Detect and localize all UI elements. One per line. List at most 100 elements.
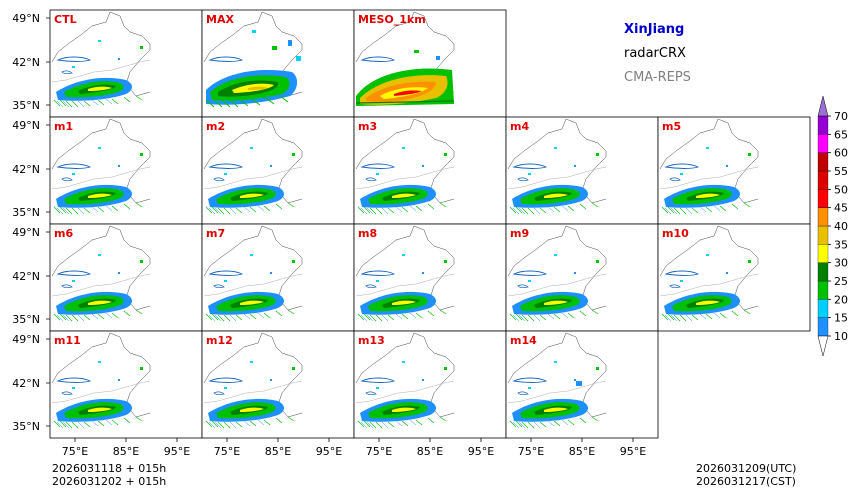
colorbar-bin	[817, 299, 829, 318]
panel-label-m9: m9	[510, 227, 529, 240]
lat-tick: 49°N	[12, 12, 40, 25]
lat-tick: 35°N	[12, 206, 40, 219]
panel-m9: m9	[505, 223, 659, 332]
colorbar-bin	[817, 317, 829, 337]
colorbar-tick-label: 60	[834, 147, 848, 160]
colorbar-bin	[817, 170, 829, 190]
init-time-block: 2026031118 + 015h 2026031202 + 015h	[52, 462, 166, 488]
panel-label-m11: m11	[54, 334, 81, 347]
lat-ticks-row3: 49°N 42°N 35°N	[12, 333, 50, 433]
panel-label-m1: m1	[54, 120, 73, 133]
panel-ctl: CTL	[49, 9, 203, 118]
lon-ticks-col1: 75°E 85°E 95°E	[214, 438, 342, 458]
panel-m10: m10	[657, 223, 811, 332]
lat-ticks-row2: 49°N 42°N 35°N	[12, 226, 50, 326]
lat-ticks-row1: 49°N 42°N 35°N	[12, 119, 50, 219]
lat-tick: 42°N	[12, 270, 40, 283]
panel-m3: m3	[353, 116, 507, 225]
colorbar-under-extension	[817, 335, 829, 357]
lon-ticks-col3: 75°E 85°E 95°E	[518, 438, 646, 458]
panel-label-m6: m6	[54, 227, 73, 240]
lon-tick: 85°E	[265, 445, 291, 458]
lon-tick: 75°E	[214, 445, 240, 458]
colorbar-tick-label: 70	[834, 110, 848, 123]
panel-m14: m14	[505, 330, 659, 439]
lat-ticks-row0: 49°N 42°N 35°N	[12, 12, 50, 112]
valid-time-block: 2026031209(UTC) 2026031217(CST)	[696, 462, 796, 488]
init-time-cst: 2026031202 + 015h	[52, 475, 167, 488]
colorbar-tick-label: 10	[834, 330, 848, 343]
lon-ticks-col0: 75°E 85°E 95°E	[62, 438, 190, 458]
colorbar-bin	[817, 262, 829, 282]
colorbar-tick-label: 55	[834, 165, 848, 178]
colorbar-tick-label: 30	[834, 257, 848, 270]
lat-tick: 35°N	[12, 313, 40, 326]
colorbar-tick-label: 45	[834, 202, 848, 215]
colorbar-bin	[817, 189, 829, 208]
colorbar-bin	[817, 280, 829, 300]
panel-m4: m4	[505, 116, 659, 225]
lon-tick: 85°E	[113, 445, 139, 458]
colorbar-tick-label: 50	[834, 183, 848, 196]
colorbar-tick-label: 40	[834, 220, 848, 233]
init-time-utc: 2026031118 + 015h	[52, 462, 167, 475]
colorbar-tick-label: 65	[834, 128, 848, 141]
lon-tick: 85°E	[417, 445, 443, 458]
panel-m6: m6	[49, 223, 203, 332]
panel-m8: m8	[353, 223, 507, 332]
panel-label-m12: m12	[206, 334, 233, 347]
lon-tick: 75°E	[62, 445, 88, 458]
panel-label-m14: m14	[510, 334, 537, 347]
panel-label-m10: m10	[662, 227, 689, 240]
valid-time-utc: 2026031209(UTC)	[696, 462, 797, 475]
lat-tick: 49°N	[12, 226, 40, 239]
lon-ticks-col2: 75°E 85°E 95°E	[366, 438, 494, 458]
panel-m12: m12	[201, 330, 355, 439]
panel-m2: m2	[201, 116, 355, 225]
colorbar-bin	[817, 152, 829, 172]
lat-tick: 42°N	[12, 377, 40, 390]
panel-label-m8: m8	[358, 227, 377, 240]
panel-m13: m13	[353, 330, 507, 439]
legend-region: XinJiang	[624, 22, 685, 37]
panel-meso-1km: MESO_1km	[353, 9, 507, 118]
panel-m11: m11	[49, 330, 203, 439]
colorbar-tick-label: 20	[834, 293, 848, 306]
panel-label-m5: m5	[662, 120, 681, 133]
lon-tick: 95°E	[164, 445, 190, 458]
panel-m1: m1	[49, 116, 203, 225]
valid-time-cst: 2026031217(CST)	[696, 475, 796, 488]
colorbar-bin	[817, 207, 829, 227]
panel-max: MAX	[201, 9, 355, 118]
legend-model: CMA-REPS	[624, 70, 691, 85]
lon-tick: 95°E	[620, 445, 646, 458]
panel-label-m13: m13	[358, 334, 385, 347]
colorbar-over-extension	[817, 95, 829, 117]
colorbar-tick-label: 15	[834, 312, 848, 325]
lat-tick: 42°N	[12, 56, 40, 69]
colorbar-tick-label: 35	[834, 238, 848, 251]
lat-tick: 35°N	[12, 99, 40, 112]
colorbar: 10 15 20 25 30 35 40 45 50 55 60 65 70	[817, 95, 848, 357]
lat-tick: 49°N	[12, 119, 40, 132]
panel-m5: m5	[657, 116, 811, 225]
colorbar-tick-label: 25	[834, 275, 848, 288]
lat-tick: 49°N	[12, 333, 40, 346]
lat-tick: 42°N	[12, 163, 40, 176]
lon-tick: 85°E	[569, 445, 595, 458]
lat-tick: 35°N	[12, 420, 40, 433]
panel-label-meso-1km: MESO_1km	[358, 13, 426, 26]
lon-tick: 95°E	[316, 445, 342, 458]
panel-label-m7: m7	[206, 227, 225, 240]
panel-m7: m7	[201, 223, 355, 332]
colorbar-bin	[817, 115, 829, 135]
lon-tick: 75°E	[366, 445, 392, 458]
panel-label-ctl: CTL	[54, 13, 77, 26]
legend-variable: radarCRX	[624, 46, 686, 61]
lon-tick: 75°E	[518, 445, 544, 458]
panel-label-m4: m4	[510, 120, 529, 133]
panel-label-max: MAX	[206, 13, 234, 26]
colorbar-bin	[817, 225, 829, 245]
panel-label-m2: m2	[206, 120, 225, 133]
